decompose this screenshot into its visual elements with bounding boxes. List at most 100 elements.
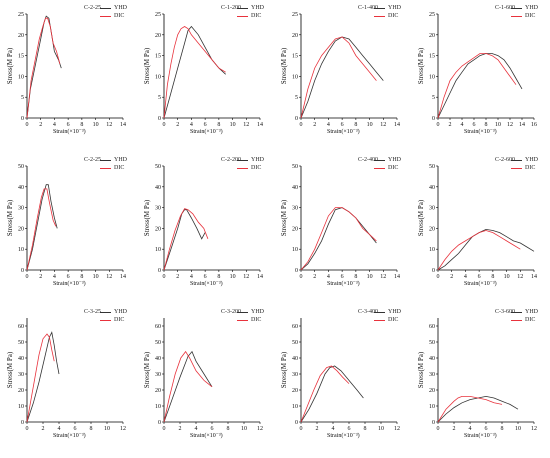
y-tick-label: 25 — [429, 12, 435, 18]
x-tick-label: 12 — [507, 122, 513, 128]
y-axis-label: Stress(M Pa) — [6, 199, 14, 237]
y-tick-label: 20 — [292, 388, 298, 394]
x-tick-label: 0 — [437, 426, 440, 432]
x-tick-label: 4 — [327, 122, 330, 128]
x-tick-label: 12 — [531, 426, 537, 432]
legend-swatch — [100, 7, 111, 9]
x-tick-label: 12 — [106, 122, 112, 128]
series-line-dic — [437, 230, 521, 271]
x-axis-label: Strain(×10⁻³) — [464, 129, 497, 135]
x-axis-label: Strain(×10⁻³) — [53, 281, 86, 287]
chart-svg: 0 2 4 6 8 10 12 0 10 20 30 40 50 60 — [18, 318, 126, 432]
legend-label: YHD — [525, 5, 538, 11]
y-tick-label: 50 — [429, 340, 435, 346]
x-tick-label: 2 — [176, 274, 179, 280]
chart-panel: 0 2 4 6 8 10 12 0 10 20 30 40 50 60 C-3-600 YHD DIC Stres… — [411, 304, 548, 456]
x-tick-label: 8 — [80, 274, 83, 280]
x-tick-label: 10 — [495, 122, 501, 128]
y-tick-label: 10 — [292, 74, 298, 80]
y-tick-label: 40 — [18, 356, 24, 362]
legend: YHD DIC — [511, 4, 538, 20]
x-tick-label: 0 — [437, 122, 440, 128]
y-axis-label: Stress(M Pa) — [280, 47, 288, 85]
legend-swatch — [100, 159, 111, 161]
y-tick-label: 30 — [155, 206, 161, 212]
series-line-yhd — [437, 228, 535, 271]
y-tick-label: 20 — [18, 388, 24, 394]
y-tick-label: 10 — [18, 247, 24, 253]
legend-label: YHD — [388, 309, 401, 315]
legend-swatch — [511, 167, 522, 169]
series-line-yhd — [163, 25, 226, 119]
x-tick-label: 10 — [230, 274, 236, 280]
x-tick-label: 2 — [313, 274, 316, 280]
x-tick-label: 0 — [163, 122, 166, 128]
legend-entry: DIC — [237, 12, 264, 20]
y-tick-label: 15 — [155, 54, 161, 60]
legend-entry: YHD — [511, 308, 538, 316]
legend-swatch — [237, 167, 248, 169]
y-tick-label: 40 — [155, 356, 161, 362]
legend-swatch — [511, 15, 522, 17]
y-tick-label: 15 — [292, 54, 298, 60]
y-tick-label: 15 — [18, 54, 24, 60]
x-tick-label: 4 — [58, 426, 61, 432]
y-tick-label: 60 — [429, 324, 435, 330]
chart-svg: 0 2 4 6 8 10 12 0 10 20 30 40 50 60 — [429, 318, 537, 432]
x-tick-label: 0 — [26, 426, 29, 432]
y-tick-label: 0 — [295, 116, 298, 122]
x-tick-label: 4 — [461, 122, 464, 128]
x-tick-label: 4 — [327, 274, 330, 280]
chart-panel: 0 2 4 6 8 10 12 14 0 5 10 15 20 25 C-1-400 YHD DIC Stress… — [274, 0, 411, 152]
legend-entry: YHD — [374, 156, 401, 164]
y-tick-label: 0 — [158, 116, 161, 122]
legend-label: YHD — [388, 5, 401, 11]
x-tick-label: 0 — [163, 426, 166, 432]
y-tick-label: 0 — [21, 420, 24, 426]
legend-entry: YHD — [511, 4, 538, 12]
panel-title: C-1-400 — [358, 5, 378, 11]
x-tick-label: 10 — [378, 426, 384, 432]
legend: YHD DIC — [374, 308, 401, 324]
y-tick-label: 30 — [155, 372, 161, 378]
x-tick-label: 12 — [106, 274, 112, 280]
legend-swatch — [374, 167, 385, 169]
y-tick-label: 20 — [292, 33, 298, 39]
y-tick-label: 20 — [155, 226, 161, 232]
x-tick-label: 10 — [515, 426, 521, 432]
series-line-dic — [300, 36, 377, 119]
y-tick-label: 5 — [432, 95, 435, 101]
x-axis-label: Strain(×10⁻³) — [190, 281, 223, 287]
y-tick-label: 40 — [292, 356, 298, 362]
legend-swatch — [374, 311, 385, 313]
series-line-dic — [437, 53, 517, 119]
y-tick-label: 10 — [429, 247, 435, 253]
x-tick-label: 6 — [485, 426, 488, 432]
x-tick-label: 4 — [190, 122, 193, 128]
y-tick-label: 25 — [292, 12, 298, 18]
x-tick-label: 4 — [469, 426, 472, 432]
y-axis-label: Stress(M Pa) — [143, 351, 151, 389]
legend-label: YHD — [525, 157, 538, 163]
legend-label: DIC — [388, 165, 399, 171]
x-tick-label: 4 — [464, 274, 467, 280]
legend-swatch — [511, 7, 522, 9]
y-axis-label: Stress(M Pa) — [6, 47, 14, 85]
series-line-yhd — [300, 365, 364, 423]
legend-label: DIC — [525, 13, 536, 19]
x-axis-label: Strain(×10⁻³) — [53, 129, 86, 135]
y-axis-label: Stress(M Pa) — [6, 351, 14, 389]
y-tick-label: 20 — [155, 388, 161, 394]
y-tick-label: 25 — [155, 12, 161, 18]
legend-label: DIC — [525, 165, 536, 171]
y-tick-label: 15 — [429, 54, 435, 60]
chart-panel: 0 2 4 6 8 10 12 0 10 20 30 40 50 60 C-3-400 YHD DIC Stres… — [274, 304, 411, 456]
panel-title: C-2-600 — [495, 157, 515, 163]
legend-swatch — [237, 319, 248, 321]
y-tick-label: 40 — [155, 185, 161, 191]
legend-label: DIC — [114, 13, 125, 19]
x-tick-label: 14 — [394, 122, 400, 128]
panel-title: C-2-200 — [221, 157, 241, 163]
y-tick-label: 10 — [155, 247, 161, 253]
y-tick-label: 0 — [158, 268, 161, 274]
